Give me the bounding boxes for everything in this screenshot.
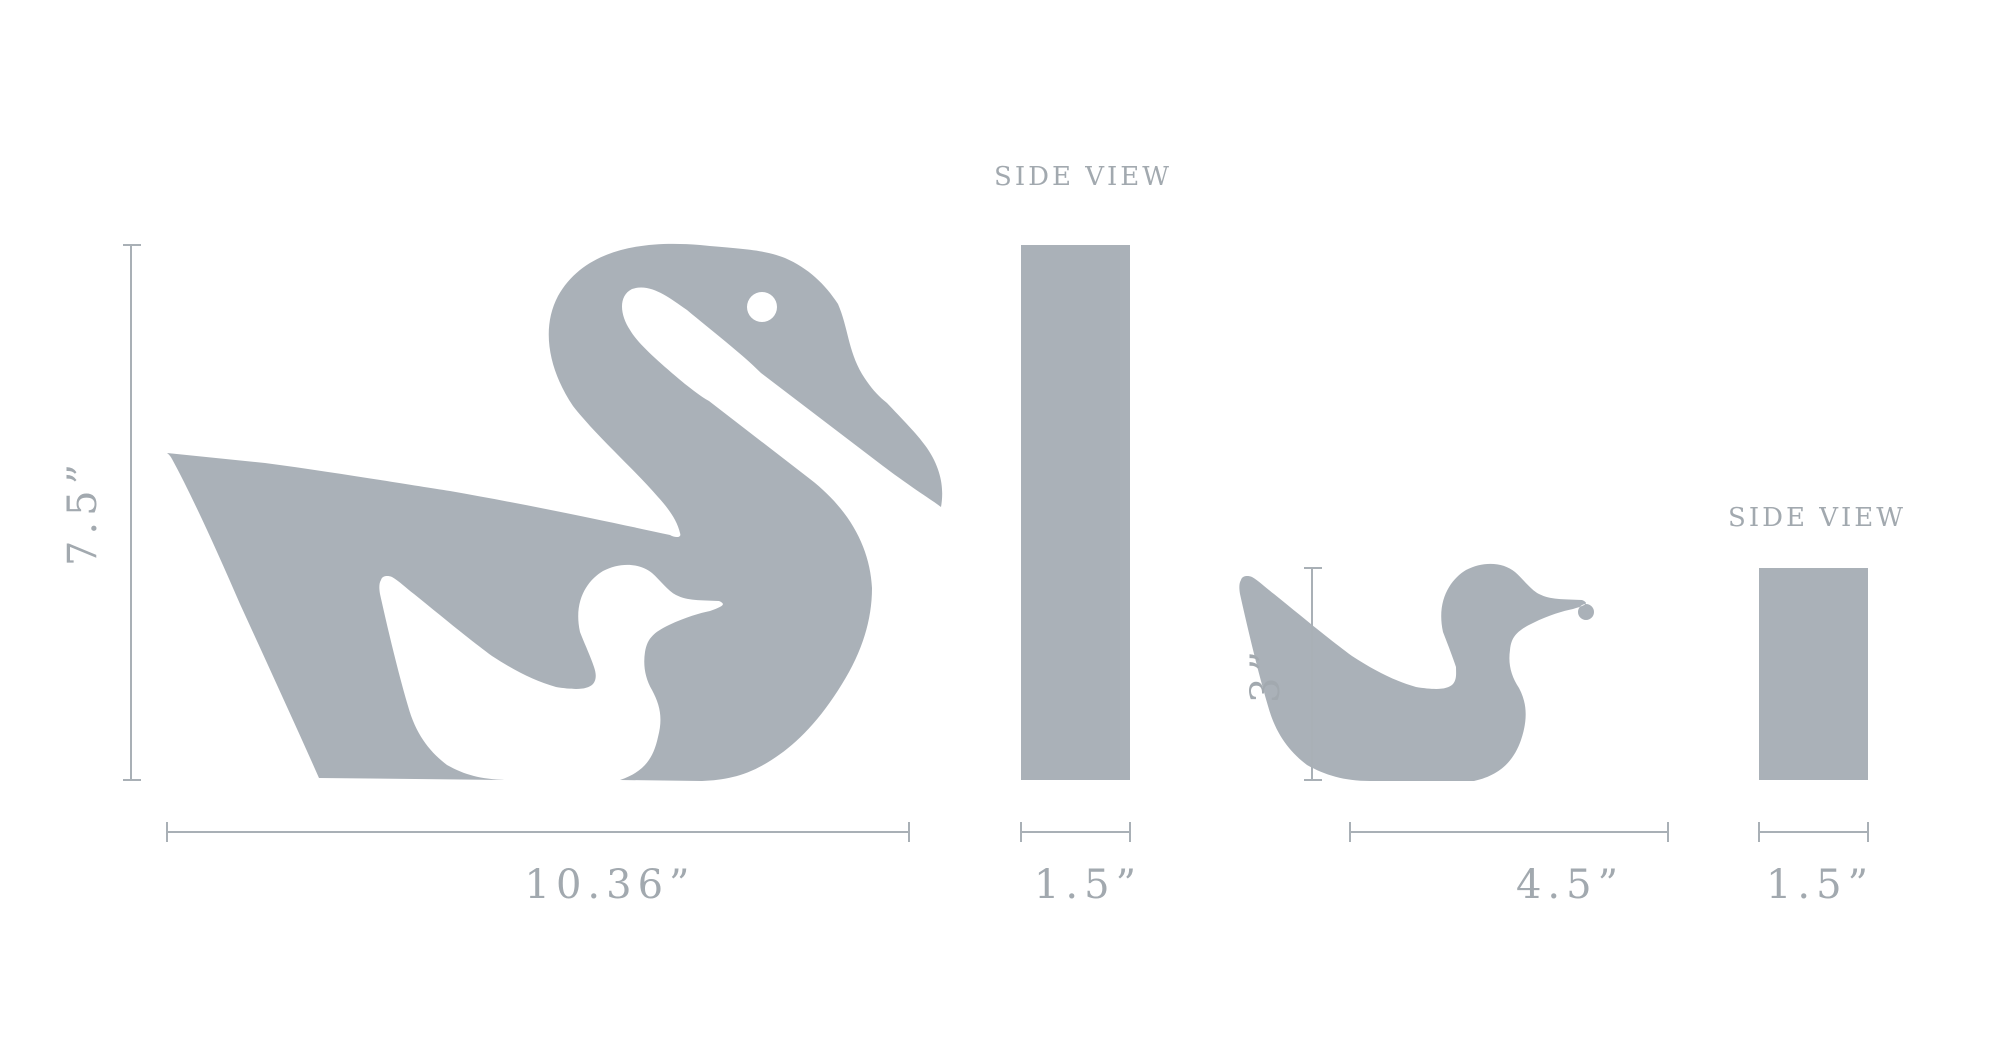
swan-height-label: 7.5”: [60, 458, 106, 566]
duckling-shape: [1239, 563, 1594, 781]
swan-width-dimension: [166, 822, 910, 842]
duckling-side-width-label: 1.5”: [1766, 862, 1874, 908]
duckling-width-label: 4.5”: [1516, 862, 1624, 908]
duckling-side-view-block: [1759, 568, 1868, 780]
swan-side-view-title: SIDE VIEW: [994, 162, 1172, 192]
swan-side-view-block: [1021, 245, 1130, 780]
swan-height-dimension: [123, 244, 141, 781]
swan-width-label: 10.36”: [525, 862, 696, 908]
duckling-height-label: 3”: [1243, 645, 1289, 703]
duckling-width-dimension: [1349, 822, 1669, 842]
swan-side-width-dimension: [1020, 822, 1131, 842]
duckling-height-dimension: [1304, 567, 1322, 781]
duckling-side-width-dimension: [1758, 822, 1869, 842]
swan-side-width-label: 1.5”: [1034, 862, 1142, 908]
swan-shape: [167, 243, 943, 781]
duckling-side-view-title: SIDE VIEW: [1728, 503, 1906, 533]
